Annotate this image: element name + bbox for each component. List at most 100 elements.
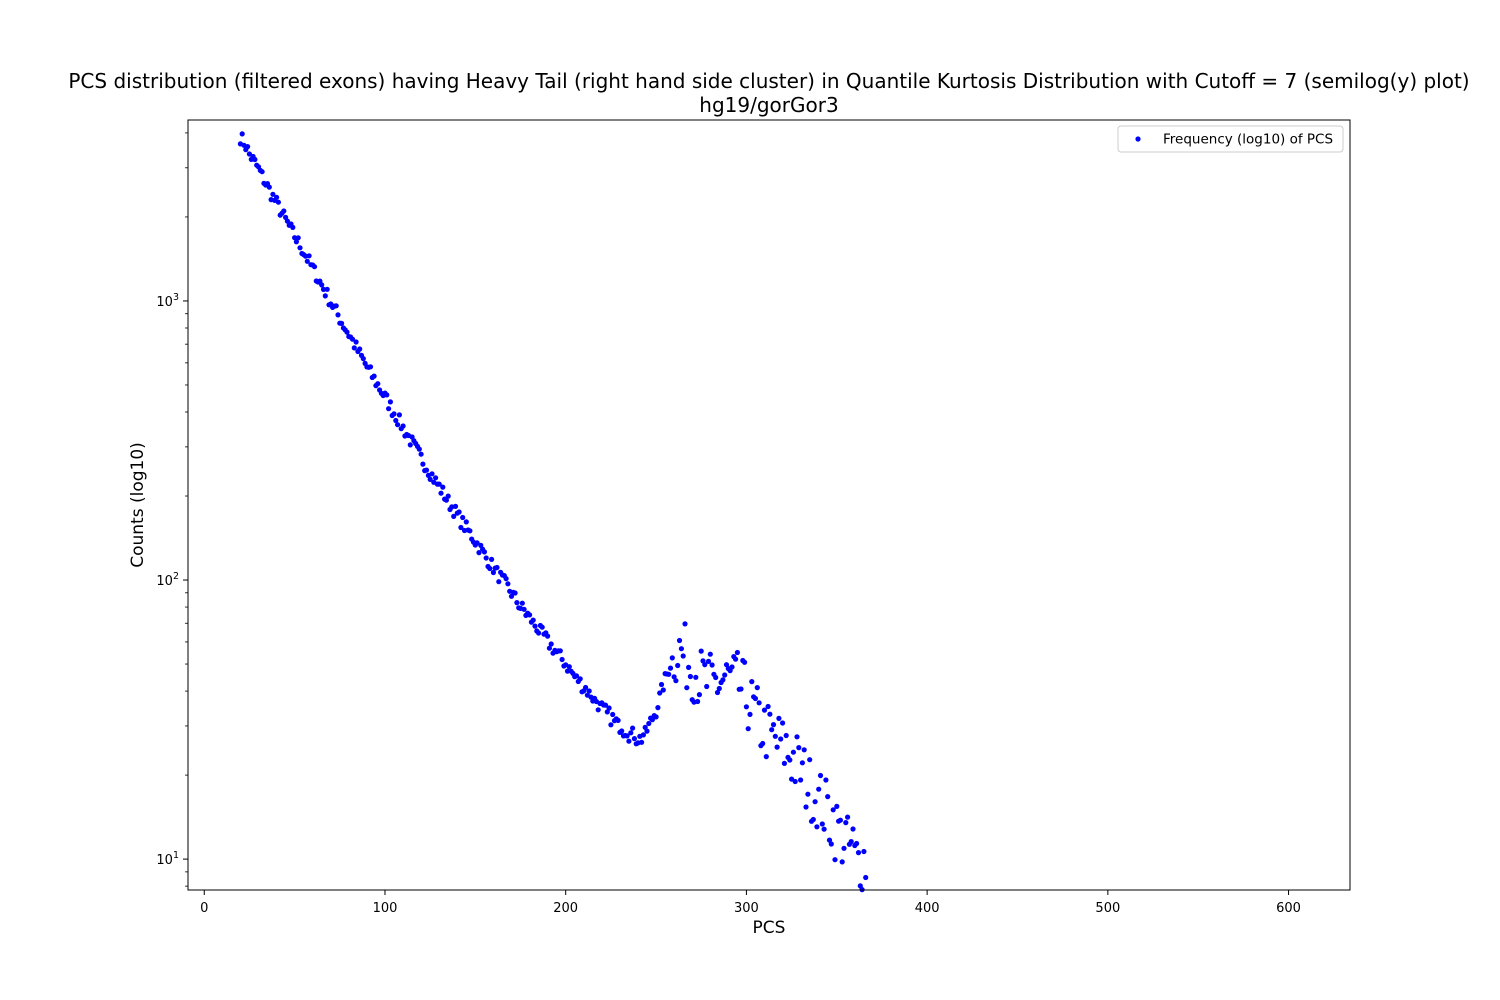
data-point bbox=[252, 156, 258, 163]
data-point bbox=[828, 841, 834, 847]
legend-box bbox=[1117, 125, 1344, 153]
data-point bbox=[823, 777, 829, 783]
data-point bbox=[246, 151, 252, 157]
data-point bbox=[367, 364, 374, 370]
data-point bbox=[393, 417, 399, 424]
data-point bbox=[586, 688, 592, 694]
data-point bbox=[850, 826, 856, 832]
data-point bbox=[709, 662, 715, 668]
y-axis-label: Counts (log10) bbox=[128, 442, 148, 568]
data-point bbox=[819, 821, 825, 827]
data-point bbox=[467, 528, 473, 534]
data-point bbox=[297, 245, 303, 251]
data-point bbox=[481, 549, 487, 555]
data-point bbox=[324, 286, 330, 292]
data-point bbox=[615, 717, 621, 724]
data-point bbox=[812, 799, 818, 805]
data-point bbox=[290, 224, 296, 230]
data-point bbox=[503, 576, 509, 582]
data-point bbox=[487, 565, 493, 572]
data-point bbox=[293, 239, 299, 245]
data-point bbox=[429, 471, 435, 477]
data-point bbox=[678, 646, 685, 652]
data-point bbox=[743, 704, 750, 710]
data-point bbox=[400, 423, 406, 429]
data-point bbox=[420, 461, 426, 467]
data-point bbox=[810, 816, 816, 823]
plot-area bbox=[187, 119, 1351, 891]
data-point bbox=[680, 653, 686, 659]
data-point bbox=[673, 678, 679, 684]
data-point bbox=[624, 733, 630, 739]
data-point bbox=[770, 722, 777, 728]
data-point bbox=[546, 645, 553, 651]
data-point bbox=[745, 726, 751, 732]
data-point bbox=[519, 600, 525, 606]
data-point bbox=[821, 826, 827, 832]
data-point bbox=[655, 705, 661, 711]
data-point bbox=[452, 503, 459, 509]
data-point bbox=[639, 739, 645, 745]
data-point bbox=[489, 556, 495, 563]
data-point bbox=[539, 624, 545, 630]
data-point bbox=[566, 664, 572, 670]
data-point bbox=[418, 451, 424, 457]
data-point bbox=[559, 656, 565, 663]
data-point bbox=[274, 194, 280, 200]
x-tick-label: 300 bbox=[734, 901, 759, 916]
data-point bbox=[458, 524, 464, 531]
data-point bbox=[270, 191, 276, 197]
data-point bbox=[333, 303, 339, 309]
data-point bbox=[423, 467, 430, 473]
data-point bbox=[407, 442, 413, 448]
data-point bbox=[666, 671, 672, 677]
data-point bbox=[707, 651, 713, 657]
data-point bbox=[512, 590, 518, 596]
data-point bbox=[763, 754, 769, 760]
data-point bbox=[514, 600, 520, 606]
data-point bbox=[801, 747, 807, 753]
data-point bbox=[577, 676, 583, 682]
data-point bbox=[832, 857, 838, 863]
data-point bbox=[796, 745, 802, 751]
data-point bbox=[754, 685, 760, 691]
data-point bbox=[778, 736, 784, 742]
data-point bbox=[631, 736, 638, 742]
data-point bbox=[619, 728, 625, 734]
data-point bbox=[676, 637, 683, 644]
x-axis: 0 100 200 300 400 500 600 bbox=[200, 890, 1301, 916]
data-point bbox=[749, 679, 755, 685]
data-point bbox=[357, 346, 363, 352]
data-point bbox=[830, 807, 836, 813]
data-point bbox=[396, 412, 402, 418]
data-point bbox=[239, 131, 245, 137]
data-point bbox=[798, 777, 804, 783]
data-point bbox=[738, 686, 744, 692]
y-tick-label: 103 bbox=[156, 292, 179, 310]
data-point bbox=[490, 569, 496, 576]
data-point bbox=[675, 662, 681, 669]
data-point bbox=[548, 641, 554, 647]
data-point bbox=[445, 493, 451, 499]
data-point bbox=[322, 293, 328, 299]
data-point bbox=[460, 514, 466, 521]
data-point bbox=[769, 727, 775, 733]
data-point bbox=[259, 169, 265, 175]
data-point bbox=[606, 705, 612, 711]
data-point bbox=[687, 673, 694, 680]
data-point bbox=[671, 674, 677, 680]
y-tick-label: 102 bbox=[156, 571, 179, 589]
data-point bbox=[657, 690, 663, 696]
data-point bbox=[443, 497, 449, 503]
data-point bbox=[583, 684, 589, 691]
data-point bbox=[817, 772, 824, 779]
x-tick-label: 200 bbox=[553, 901, 578, 916]
data-point bbox=[855, 850, 862, 856]
data-point bbox=[722, 672, 728, 678]
data-point bbox=[747, 711, 753, 718]
data-point bbox=[772, 733, 778, 739]
data-point bbox=[281, 208, 287, 214]
data-point bbox=[440, 484, 446, 490]
data-point bbox=[604, 709, 610, 715]
data-point bbox=[780, 720, 786, 726]
